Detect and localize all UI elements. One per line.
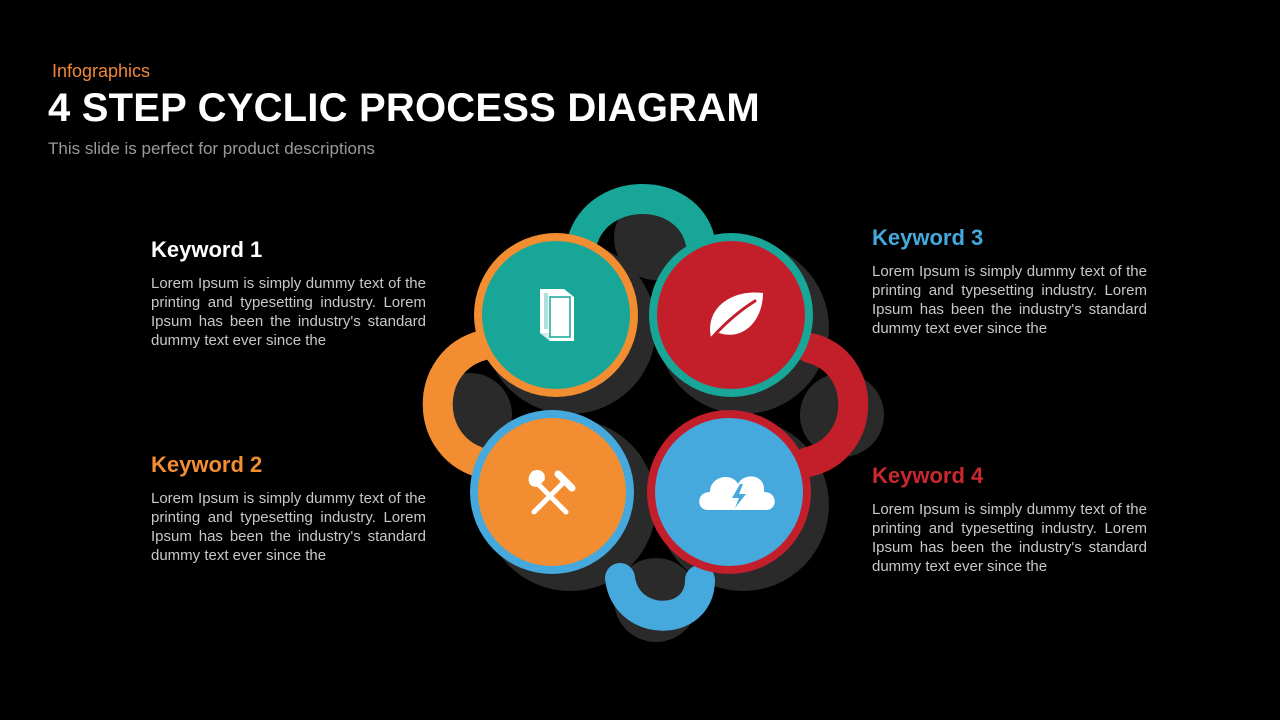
step-3-text: Lorem Ipsum is simply dummy text of the … — [872, 263, 1147, 337]
step-3-keyword: Keyword 3 — [872, 225, 984, 250]
step-4-text: Lorem Ipsum is simply dummy text of the … — [872, 501, 1147, 575]
cloud-lightning-icon — [699, 476, 775, 510]
step-2-block: Keyword 2 Lorem Ipsum is simply dummy te… — [151, 452, 426, 565]
step-4-keyword: Keyword 4 — [872, 463, 984, 488]
connector-left — [422, 330, 501, 479]
step-1-keyword: Keyword 1 — [151, 237, 263, 262]
slide-subtitle: This slide is perfect for product descri… — [48, 139, 375, 158]
step-2-text: Lorem Ipsum is simply dummy text of the … — [151, 490, 426, 564]
book-icon — [540, 289, 574, 341]
slide-title: 4 STEP CYCLIC PROCESS DIAGRAM — [48, 86, 760, 130]
step-3-block: Keyword 3 Lorem Ipsum is simply dummy te… — [872, 225, 1147, 338]
connector-top — [567, 184, 715, 257]
tools-icon — [528, 469, 576, 515]
connector-right — [793, 333, 869, 477]
connector-bottom — [605, 563, 715, 631]
connector-loops — [422, 184, 869, 631]
slide-kicker: Infographics — [52, 61, 151, 81]
step-2-keyword: Keyword 2 — [151, 452, 263, 477]
step-1-text: Lorem Ipsum is simply dummy text of the … — [151, 275, 426, 349]
step-1-block: Keyword 1 Lorem Ipsum is simply dummy te… — [151, 237, 426, 350]
step-4-block: Keyword 4 Lorem Ipsum is simply dummy te… — [872, 463, 1147, 576]
leaf-icon — [709, 292, 763, 341]
